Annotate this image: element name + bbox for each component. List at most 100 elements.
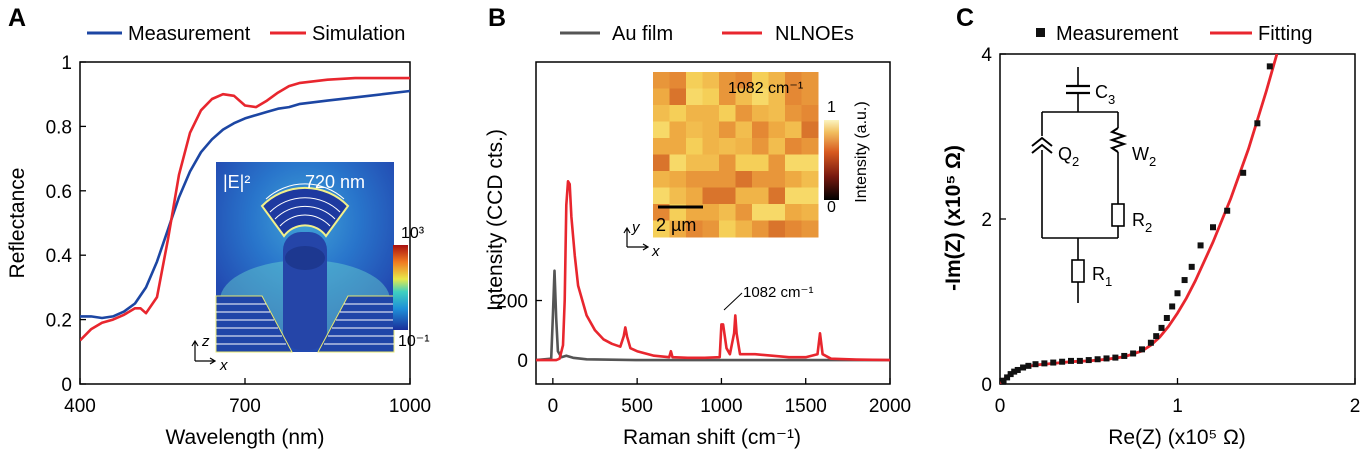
measurement-point xyxy=(1188,263,1195,270)
panel-a-axes: 400 700 1000 0 0.2 0.4 0.6 0.8 1 xyxy=(46,53,432,417)
raman-map-tile xyxy=(768,204,786,221)
raman-map-tile xyxy=(768,171,786,188)
measurement-point xyxy=(1076,357,1083,364)
y-tick-label: 0.4 xyxy=(46,246,73,267)
raman-map-tile xyxy=(653,154,670,172)
panel-b-ylabel: Intensity (CCD cts.) xyxy=(484,129,507,311)
raman-map-tile xyxy=(669,121,687,139)
raman-map-tile xyxy=(702,72,720,89)
raman-map-tile xyxy=(801,220,819,238)
raman-map-tile xyxy=(719,154,736,172)
panel-c-axes: 0 1 2 0 2 4 xyxy=(981,45,1360,417)
panel-b-xlabel: Raman shift (cm⁻¹) xyxy=(623,426,801,449)
raman-map-tile xyxy=(686,105,703,122)
raman-map-tile xyxy=(735,105,753,122)
measurement-point xyxy=(1014,366,1021,373)
raman-map-tile xyxy=(719,220,736,238)
label-r1: R1 xyxy=(1092,264,1112,289)
raman-map-tile xyxy=(702,204,720,221)
raman-map-tile xyxy=(719,72,736,89)
raman-map-tile xyxy=(686,72,703,89)
raman-map-tile xyxy=(768,154,786,172)
measurement-point xyxy=(1130,350,1137,357)
raman-map-tile xyxy=(686,88,703,106)
raman-map-tile xyxy=(669,72,687,89)
raman-map-tile xyxy=(653,72,670,89)
raman-map-tile xyxy=(735,72,753,89)
measurement-point xyxy=(1103,355,1110,362)
raman-map-tile xyxy=(653,187,670,205)
label-q2: Q2 xyxy=(1058,144,1079,169)
measurement-point xyxy=(1153,333,1160,340)
raman-colorbar xyxy=(824,120,839,200)
x-tick-label: 2000 xyxy=(869,396,911,417)
raman-map-peak-label: 1082 cm⁻¹ xyxy=(728,80,803,97)
field-map-title: |E|² xyxy=(223,172,250,192)
measurement-point xyxy=(1004,374,1011,381)
axis-label-z: z xyxy=(201,333,210,350)
raman-map-tile xyxy=(801,138,819,155)
raman-map-tile xyxy=(653,121,670,139)
raman-map-tile xyxy=(735,121,753,139)
raman-map-tile xyxy=(785,72,802,89)
raman-map-tile xyxy=(752,187,769,205)
y-tick-label: 0 xyxy=(981,375,992,396)
panel-a-label: A xyxy=(8,4,26,32)
x-tick-label: 0 xyxy=(995,396,1006,417)
series-line-au-film xyxy=(536,269,890,362)
raman-map-tile xyxy=(719,204,736,221)
legend-au-film: Au film xyxy=(612,23,673,45)
peak-annotation-label: 1082 cm⁻¹ xyxy=(743,284,813,301)
raman-colorbar-label: Intensity (a.u.) xyxy=(853,101,870,202)
y-tick-label: 2 xyxy=(981,210,992,231)
legend-measurement: Measurement xyxy=(128,23,251,45)
right-substrate xyxy=(317,295,395,353)
equivalent-circuit xyxy=(1031,67,1128,303)
raman-map-tile xyxy=(719,138,736,155)
measurement-point xyxy=(1007,371,1014,378)
raman-map-tile xyxy=(785,220,802,238)
panel-b-series xyxy=(536,180,890,362)
measurement-point xyxy=(1174,290,1181,297)
y-tick-label: 200 xyxy=(496,292,528,313)
y-tick-label: 0.2 xyxy=(46,311,72,332)
axis-label-x-a: x xyxy=(219,357,228,374)
measurement-point xyxy=(1240,169,1247,176)
y-tick-label: 4 xyxy=(981,45,992,66)
raman-map-tile xyxy=(735,204,753,221)
raman-map-inset: 1082 cm⁻¹ 2 µm 1 0 Intensity (a.u.) y x xyxy=(623,72,870,260)
cpe-q2 xyxy=(1031,136,1053,154)
axis-gizmo-a xyxy=(191,339,217,365)
raman-map-tile xyxy=(669,138,687,155)
measurement-point xyxy=(1068,357,1074,364)
raman-map-tile xyxy=(669,105,687,122)
raman-map-tile xyxy=(702,105,720,122)
raman-map-tile xyxy=(653,220,670,238)
raman-map-tile xyxy=(702,154,720,172)
raman-map-tile xyxy=(686,121,703,139)
raman-map-tile xyxy=(669,220,687,238)
grating-arcs xyxy=(260,186,350,238)
panel-c-series xyxy=(1000,54,1279,384)
raman-map-tile xyxy=(801,88,819,106)
panel-b-label: B xyxy=(488,4,506,32)
raman-map-tile xyxy=(686,154,703,172)
measurement-point xyxy=(1059,358,1066,365)
field-colorbar-max: 10³ xyxy=(401,225,425,242)
field-colorbar-min: 10⁻¹ xyxy=(398,333,430,350)
x-tick-label: 1000 xyxy=(389,396,431,417)
series-line-measurement xyxy=(80,89,410,320)
x-tick-label: 1500 xyxy=(785,396,827,417)
raman-map-tile xyxy=(653,138,670,155)
raman-map-tile xyxy=(752,171,769,188)
raman-map-tile xyxy=(653,105,670,122)
x-tick-label: 400 xyxy=(64,396,96,417)
raman-colorbar-min: 0 xyxy=(827,199,836,216)
raman-map-tile xyxy=(785,204,802,221)
raman-map-tile xyxy=(735,220,753,238)
measurement-point xyxy=(1032,361,1039,368)
panel-c-xlabel: Re(Z) (x10⁵ Ω) xyxy=(1108,426,1246,449)
scale-bar-label: 2 µm xyxy=(656,215,696,235)
raman-map-image xyxy=(653,72,819,238)
